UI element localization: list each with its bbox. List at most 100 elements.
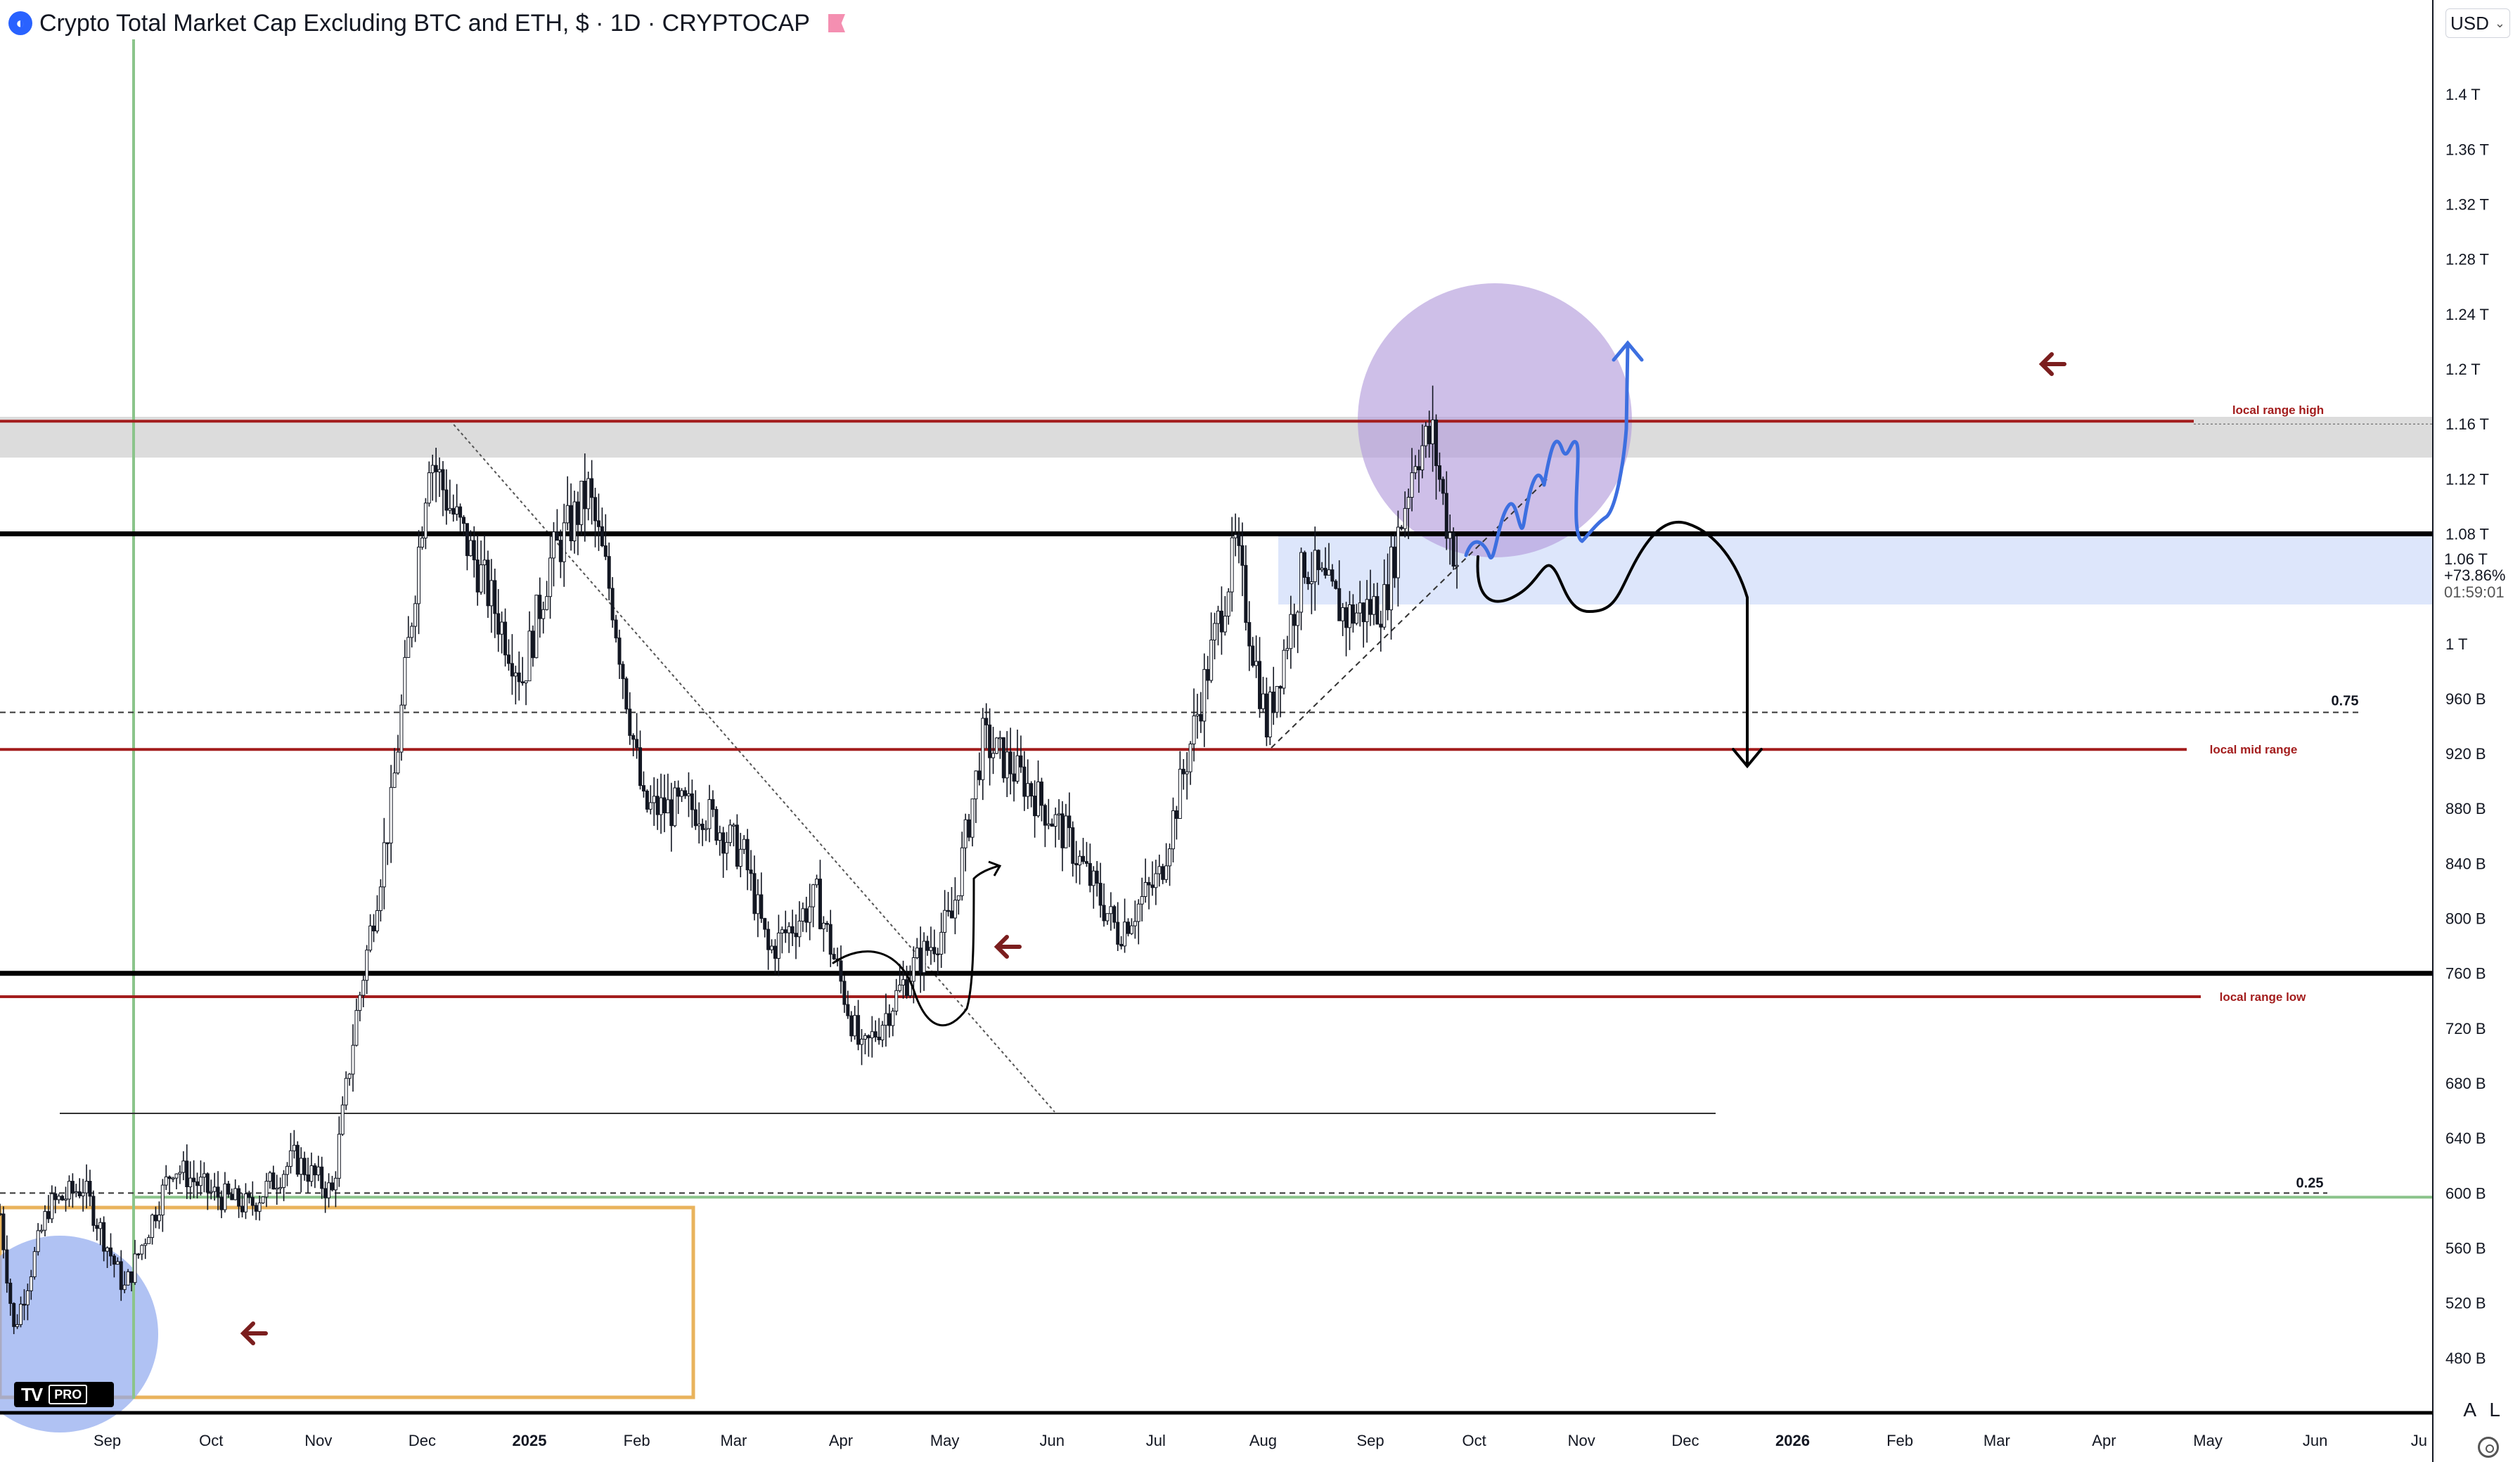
candle-body: [1185, 771, 1189, 775]
candle-body: [1244, 564, 1248, 623]
candle-body: [1330, 569, 1335, 582]
candle-body: [1455, 564, 1459, 567]
candle-body: [423, 503, 428, 538]
candle-body: [1323, 567, 1328, 576]
candle-body: [133, 1253, 137, 1283]
candle-body: [939, 931, 944, 955]
candle-body: [541, 609, 546, 619]
candle-body: [676, 787, 681, 797]
candle-body: [1174, 810, 1178, 819]
log-scale-button[interactable]: L: [2489, 1399, 2500, 1421]
candle-body: [728, 824, 732, 843]
x-tick-label: Mar: [720, 1432, 747, 1449]
candle-body: [1264, 693, 1268, 738]
candle-body: [790, 926, 795, 934]
candle-body: [1444, 493, 1448, 539]
candle-body: [1213, 623, 1217, 641]
candle-body: [1296, 612, 1300, 626]
tv-logo-mark: TV: [21, 1383, 43, 1405]
candle-body: [1306, 576, 1310, 585]
candle-body: [205, 1173, 210, 1193]
candle-body: [1233, 534, 1238, 538]
candle-body: [493, 580, 497, 614]
candle-body: [936, 953, 940, 956]
candle-body: [1223, 616, 1227, 633]
candle-body: [174, 1173, 179, 1179]
candle-body: [562, 522, 566, 562]
candle-body: [1417, 466, 1421, 471]
candle-body: [925, 940, 930, 951]
candle-body: [29, 1276, 33, 1291]
candle-body: [970, 798, 975, 838]
left-arrow-icon: [240, 1321, 268, 1345]
candle-body: [108, 1247, 112, 1257]
candle-body: [212, 1186, 217, 1192]
candle-body: [1275, 686, 1279, 713]
candle-body: [427, 472, 431, 504]
candle-body: [804, 908, 809, 923]
candle-body: [1451, 532, 1455, 567]
candle-body: [1347, 604, 1351, 628]
candle-body: [243, 1193, 248, 1212]
candle-body: [718, 832, 722, 841]
candle-body: [396, 751, 400, 774]
candle-body: [994, 737, 998, 754]
candle-body: [517, 672, 521, 683]
chart-header: ◐ Crypto Total Market Cap Excluding BTC …: [8, 7, 845, 39]
candle-body: [1392, 546, 1396, 578]
currency-select[interactable]: USD ⌄: [2445, 8, 2510, 38]
candle-body: [1251, 645, 1255, 666]
gear-icon[interactable]: [2478, 1437, 2499, 1458]
candle-body: [19, 1303, 23, 1325]
candle-body: [949, 910, 953, 919]
candle-body: [1206, 668, 1210, 681]
candle-body: [780, 929, 784, 933]
candle-body: [538, 595, 542, 619]
tradingview-logo[interactable]: TV PRO: [14, 1382, 114, 1407]
candle-body: [721, 832, 726, 854]
candle-body: [1437, 465, 1441, 480]
candle-body: [5, 1249, 9, 1283]
candle-body: [1303, 552, 1307, 578]
candle-body: [1337, 588, 1342, 621]
candle-body: [846, 1004, 850, 1016]
x-tick-label: May: [930, 1432, 960, 1449]
candle-body: [143, 1243, 148, 1246]
candle-body: [482, 559, 487, 566]
candle-body: [603, 545, 608, 557]
auto-scale-button[interactable]: A: [2463, 1399, 2476, 1421]
candle-body: [1199, 713, 1203, 722]
candle-body: [898, 984, 902, 991]
candle-body: [70, 1181, 75, 1193]
candle-body: [655, 796, 660, 815]
candle-body: [53, 1193, 58, 1201]
x-tick-label: Mar: [1984, 1432, 2010, 1449]
y-tick-label: 720 B: [2445, 1020, 2486, 1037]
candle-body: [195, 1181, 200, 1186]
candle-body: [347, 1073, 352, 1079]
flag-icon[interactable]: [828, 14, 845, 32]
candle-body: [1351, 604, 1355, 624]
pro-badge: PRO: [49, 1385, 88, 1404]
candle-body: [1386, 584, 1390, 611]
candle-body: [534, 595, 539, 659]
y-tick-label: 600 B: [2445, 1184, 2486, 1202]
y-tick-label: 1.08 T: [2445, 525, 2489, 543]
candle-body: [136, 1253, 141, 1255]
candle-body: [455, 506, 459, 515]
candle-body: [1046, 823, 1050, 826]
candle-body: [794, 933, 798, 938]
candle-body: [1074, 862, 1079, 865]
candle-body: [57, 1196, 61, 1201]
x-tick-label: 2026: [1775, 1432, 1810, 1449]
candle-body: [988, 724, 992, 758]
candle-body: [1316, 550, 1320, 571]
candle-body: [254, 1205, 258, 1212]
candle-body: [873, 1031, 878, 1037]
candle-body: [1389, 546, 1394, 611]
level-label: local mid range: [2210, 743, 2298, 756]
candle-body: [1008, 751, 1012, 775]
candle-body: [821, 922, 825, 929]
candle-body: [697, 823, 701, 827]
